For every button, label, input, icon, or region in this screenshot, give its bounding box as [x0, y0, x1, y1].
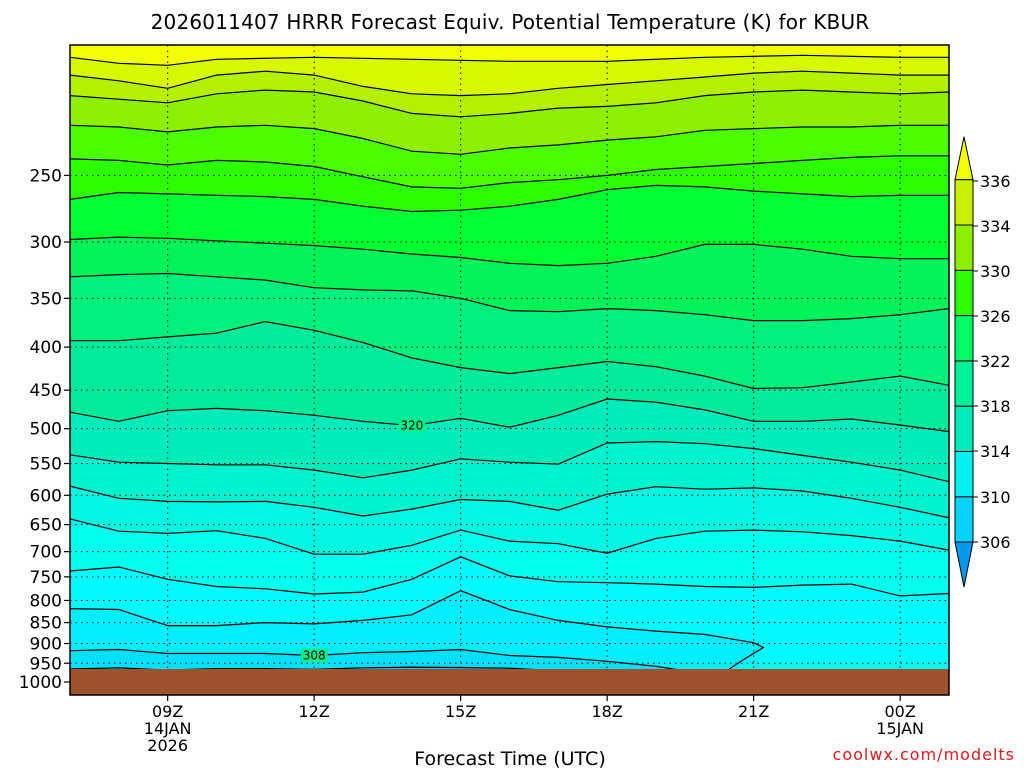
contour-line [70, 184, 949, 213]
contour-label-bg [398, 418, 426, 433]
x-tick-label: 00Z [885, 702, 916, 721]
y-tick-label: 850 [30, 614, 62, 634]
y-tick-label: 700 [30, 543, 62, 563]
colorbar-top-arrow [954, 136, 974, 181]
y-tick-label: 400 [30, 338, 62, 358]
colorbar-bottom-arrow [954, 541, 974, 588]
contour-line [70, 590, 765, 670]
colorbar-segment [954, 179, 974, 226]
x-tick-label: 12Z [299, 702, 330, 721]
contour-line [70, 648, 681, 671]
contour-line [70, 89, 949, 118]
y-tick-label: 450 [30, 381, 62, 401]
colorbar-label: 330 [980, 262, 1011, 281]
colorbar-segment [954, 496, 974, 543]
contour-line [70, 124, 949, 155]
contour-line [70, 518, 949, 555]
y-tick-label: 350 [30, 289, 62, 309]
x-tick-label: 09Z [152, 702, 183, 721]
theta-e-field [70, 45, 949, 695]
colorbar-label: 336 [980, 172, 1011, 191]
colorbar-segment [954, 224, 974, 271]
x-tick-label: 21Z [738, 702, 769, 721]
contour-line [70, 398, 949, 433]
pressure-grid [70, 45, 949, 695]
y-tick-label: 500 [30, 420, 62, 440]
y-tick-label: 600 [30, 486, 62, 506]
y-tick-label: 250 [30, 166, 62, 186]
contour-line [70, 485, 949, 519]
y-tick-label: 300 [30, 233, 62, 253]
chart-title: 2026011407 HRRR Forecast Equiv. Potentia… [151, 10, 870, 34]
y-tick-label: 800 [30, 591, 62, 611]
contour-line [70, 236, 949, 267]
plot-frame [69, 44, 950, 696]
colorbar-segment [954, 450, 974, 498]
y-tick-label: 550 [30, 455, 62, 475]
contour-label: 320 [400, 419, 423, 433]
colorbar-label: 326 [980, 307, 1011, 326]
contour-line [70, 155, 949, 189]
y-tick-label: 650 [30, 516, 62, 536]
y-tick-label: 900 [30, 634, 62, 654]
y-axis: 2503003504004505005506006507007508008509… [19, 166, 70, 693]
colorbar-label: 306 [980, 533, 1011, 552]
contour-line [70, 440, 949, 483]
x-tick-label: 18Z [592, 702, 623, 721]
credit-text: coolwx.com/modelts [833, 745, 1015, 764]
colorbar-segment [954, 269, 974, 317]
y-tick-label: 1000 [19, 673, 62, 693]
colorbar-label: 334 [980, 217, 1011, 236]
colorbar-label: 318 [980, 397, 1011, 416]
contour-line [70, 54, 949, 66]
colorbar-label: 314 [980, 442, 1011, 461]
contour-line [70, 556, 949, 597]
x-tick-label: 15Z [445, 702, 476, 721]
contour-label-bg [300, 648, 328, 663]
contour-lines [70, 54, 949, 674]
y-tick-label: 750 [30, 568, 62, 588]
contour-line [70, 272, 949, 322]
colorbar-segment [954, 360, 974, 407]
colorbar: 306 310 314 318 322 326 330 334 336 [954, 136, 1011, 588]
contour-labels: 320 308 [300, 418, 426, 663]
x-tick-label: 2026 [147, 736, 188, 755]
x-tick-label: 14JAN [144, 719, 192, 738]
colorbar-segment [954, 315, 974, 362]
contour-line [70, 320, 949, 390]
x-axis-label: Forecast Time (UTC) [414, 748, 605, 768]
y-tick-label: 950 [30, 654, 62, 674]
x-tick-label: 15JAN [876, 719, 924, 738]
contour-label: 308 [303, 648, 326, 662]
ground-layer [70, 669, 949, 695]
colorbar-segment [954, 405, 974, 452]
contour-line [70, 70, 949, 97]
colorbar-label: 322 [980, 352, 1011, 371]
colorbar-label: 310 [980, 488, 1011, 507]
